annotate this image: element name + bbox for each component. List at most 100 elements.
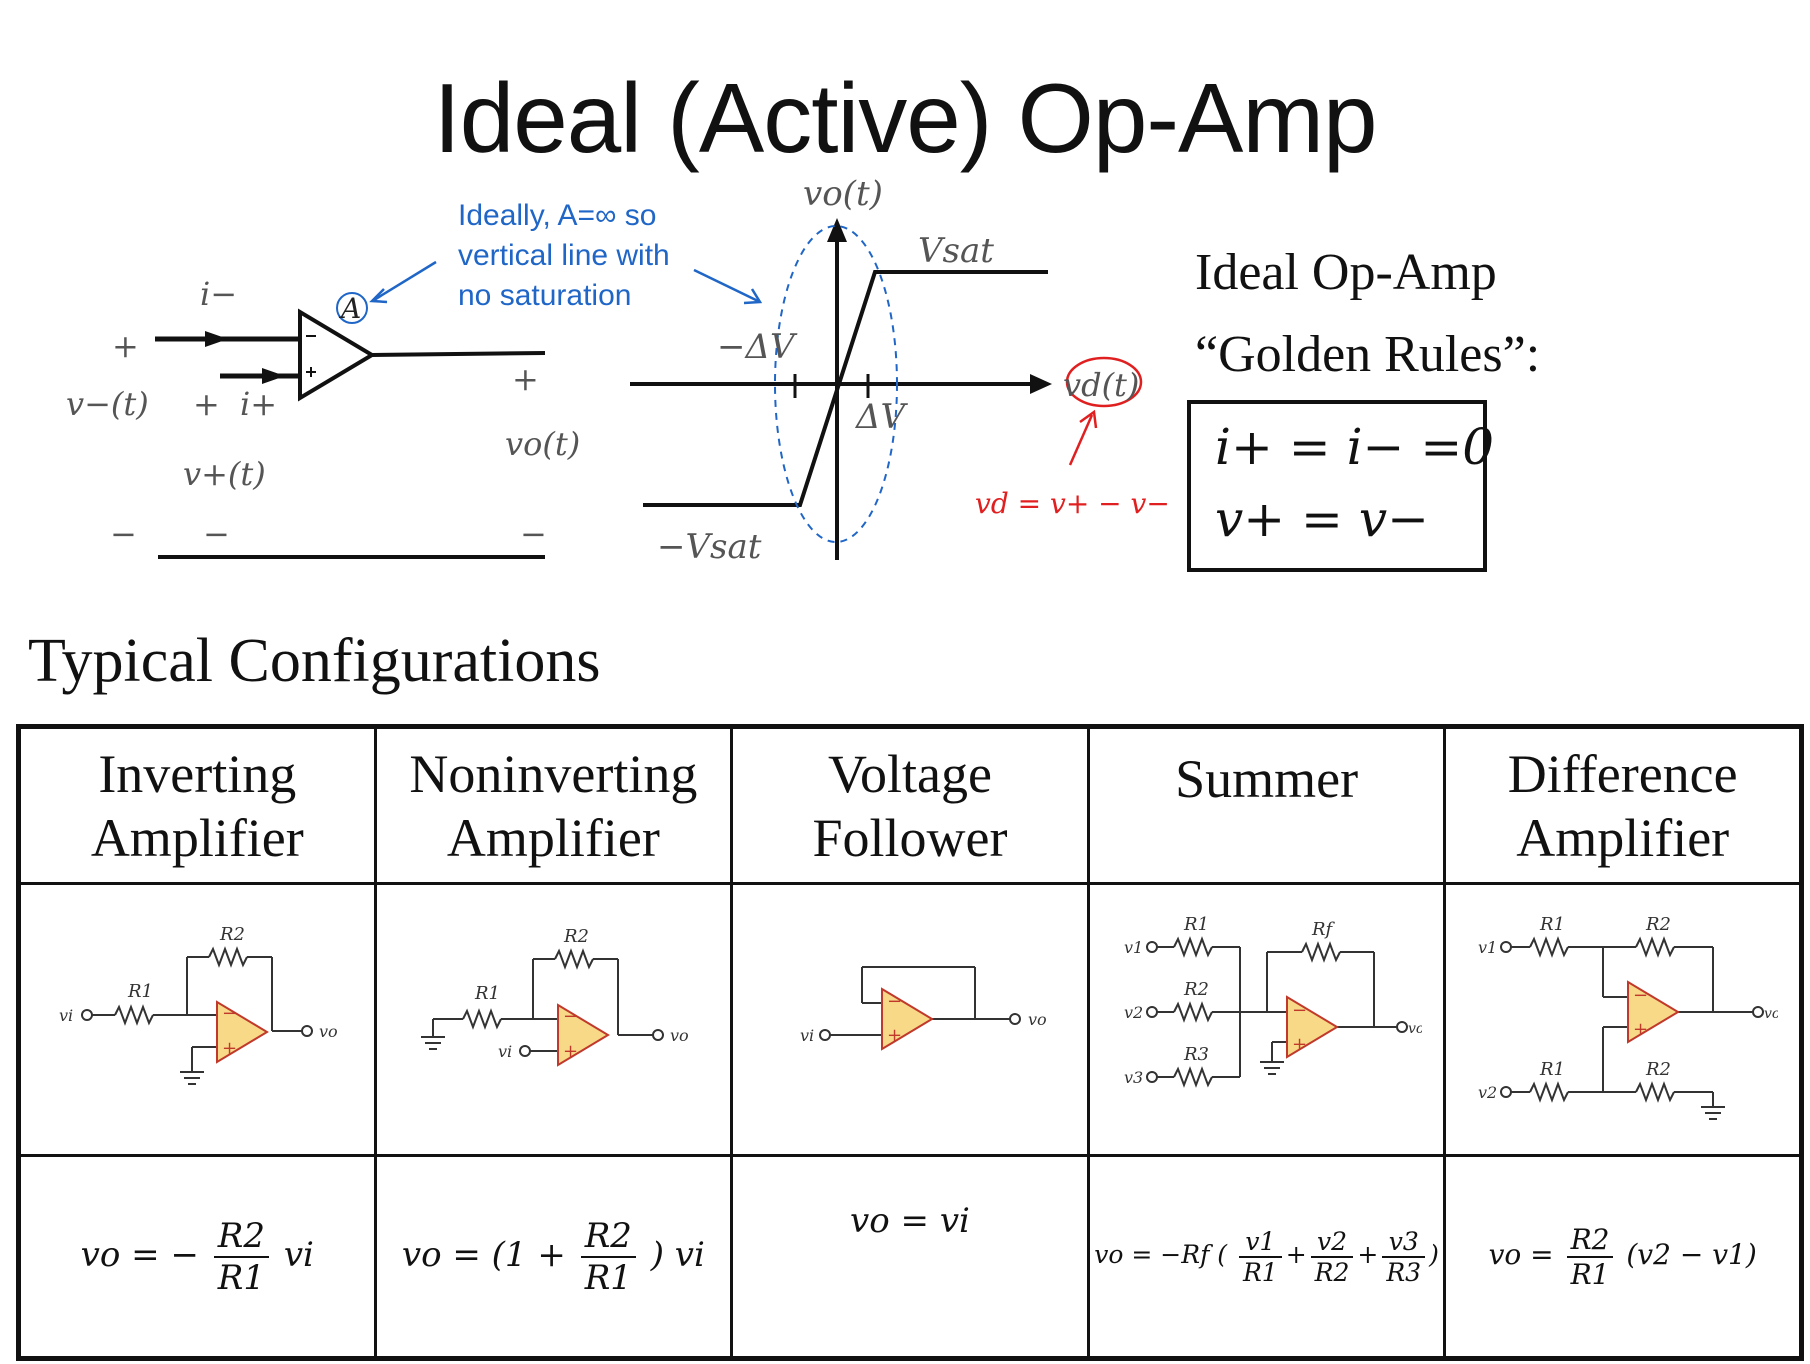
pos-dv-label: ΔV <box>854 397 909 437</box>
opamp-symbol <box>155 292 546 559</box>
r3-label: R3 <box>1183 1044 1209 1065</box>
minus-mid: − <box>203 515 230 553</box>
v2-label: v2 <box>1124 1003 1143 1022</box>
r2-label: R2 <box>219 924 245 945</box>
fraction: v2 R2 <box>1310 1227 1354 1287</box>
golden-rules-title-2: “Golden Rules”: <box>1195 326 1541 383</box>
svg-text:+: + <box>222 1038 237 1059</box>
formula-lhs: vo = <box>1488 1238 1554 1271</box>
vo-label: vo(t) <box>505 425 580 463</box>
table-header-row: Inverting Amplifier Noninverting Amplifier… <box>17 725 1803 885</box>
formula-rhs: ) <box>1429 1240 1439 1269</box>
r1-label: R1 <box>1539 1059 1565 1080</box>
svg-text:−: − <box>887 991 902 1012</box>
formula-summer: vo = −Rf ( v1 R1 + v2 R2 + v3 R3) <box>1086 1154 1447 1360</box>
noninverting-schematic: − + R1 R2 vi vo <box>421 926 689 1067</box>
difference-schematic: − + R1 R2 R1 R2 v1 v2 vo <box>1478 914 1780 1120</box>
fraction-numerator: v3 <box>1382 1227 1426 1258</box>
follower-schematic: − + vi vo <box>800 966 1047 1051</box>
config-name: Voltage <box>827 743 992 804</box>
v2-label: v2 <box>1478 1083 1497 1102</box>
fraction-denominator: R1 <box>1242 1257 1278 1287</box>
fraction-numerator: R2 <box>580 1216 636 1258</box>
vi-label: vi <box>59 1006 73 1025</box>
formula: vo = (1 + R2 R1 ) vi <box>402 1216 705 1298</box>
config-header: Inverting Amplifier <box>17 725 377 885</box>
fraction-numerator: v1 <box>1238 1227 1282 1258</box>
fraction-numerator: R2 <box>1566 1223 1614 1258</box>
minus-out: − <box>520 515 547 553</box>
transfer-x-label: vd(t) <box>1063 366 1139 404</box>
config-header: Summer <box>1086 725 1447 885</box>
vo-label: vo <box>319 1022 338 1041</box>
svg-text:+: + <box>563 1041 578 1062</box>
gain-annotation-line: Ideally, A=∞ so <box>458 199 657 232</box>
v1-label: v1 <box>1478 938 1497 957</box>
vi-label: vi <box>800 1026 814 1045</box>
golden-rule-voltages: v+ = v− <box>1215 490 1429 548</box>
formula-noninverting: vo = (1 + R2 R1 ) vi <box>373 1154 734 1360</box>
config-name: Amplifier <box>1516 807 1730 868</box>
config-header: Difference Amplifier <box>1443 725 1803 885</box>
plus-out: + <box>512 360 539 398</box>
vo-label: vo <box>1764 1006 1778 1022</box>
fraction-denominator: R2 <box>1314 1257 1350 1287</box>
formula-difference: vo = R2 R1 (v2 − v1) <box>1443 1154 1803 1360</box>
config-header: Noninverting Amplifier <box>373 725 734 885</box>
section-title: Typical Configurations <box>28 627 601 695</box>
fraction-numerator: R2 <box>213 1216 269 1258</box>
minus-left: − <box>110 515 137 553</box>
page-title: Ideal (Active) Op-Amp <box>433 63 1378 173</box>
plus-left: + <box>112 327 139 365</box>
gain-annotation-line: vertical line with <box>458 239 670 272</box>
svg-text:−: − <box>1633 985 1648 1006</box>
formula: vo = vi <box>850 1201 970 1241</box>
gain-note-arrow <box>373 260 437 302</box>
formula-rhs: (v2 − v1) <box>1626 1238 1757 1271</box>
golden-rules-box: i+ = i− =0 v+ = v− <box>1187 400 1494 572</box>
circuit-follower: − + vi vo <box>730 882 1090 1157</box>
fraction: R2 R1 <box>580 1216 636 1298</box>
r2-label: R2 <box>1645 914 1671 935</box>
config-name: Noninverting <box>409 743 698 804</box>
circuit-difference: − + R1 R2 R1 R2 v1 v2 vo <box>1443 882 1803 1157</box>
table-circuit-row: − + R1 R2 vi vo <box>17 882 1803 1157</box>
svg-text:−: − <box>1292 1000 1307 1021</box>
rf-label: Rf <box>1311 919 1336 940</box>
vsat-label: Vsat <box>918 231 994 271</box>
neg-dv-label: −ΔV <box>717 327 798 367</box>
svg-text:+: + <box>887 1025 902 1046</box>
fraction-denominator: R3 <box>1386 1257 1422 1287</box>
neg-vsat-label: −Vsat <box>657 527 762 567</box>
fraction-numerator: v2 <box>1310 1227 1354 1258</box>
golden-rules-title-1: Ideal Op-Amp <box>1195 244 1497 301</box>
vo-label: vo <box>1028 1010 1047 1029</box>
formula-rhs: ) vi <box>650 1234 705 1275</box>
golden-rule-currents: i+ = i− =0 <box>1215 418 1495 476</box>
plus-sign: + <box>1357 1240 1379 1269</box>
gain-annotation: Ideally, A=∞ so vertical line with no sa… <box>458 196 670 316</box>
v-plus-label: v+(t) <box>183 455 266 493</box>
formula-lhs: vo = −Rf ( <box>1094 1240 1228 1269</box>
vo-label: vo <box>1408 1021 1422 1037</box>
config-name: Amplifier <box>446 807 660 868</box>
r2-label: R2 <box>1183 979 1209 1000</box>
vd-definition: vd = v+ − v− <box>975 487 1170 520</box>
plus-sign: + <box>1285 1240 1307 1269</box>
r2-label: R2 <box>563 926 589 947</box>
r1-label: R1 <box>127 981 153 1002</box>
opamp-diagrams: A i− + v−(t) + i+ v+(t) − − + vo(t) − vo… <box>66 174 1170 567</box>
formula-inverting: vo = − R2 R1 vi <box>17 1154 377 1360</box>
fraction-denominator: R1 <box>217 1257 265 1298</box>
formula: vo = R2 R1 (v2 − v1) <box>1488 1223 1757 1291</box>
circuit-summer: − + R1 R2 R3 Rf v1 v2 v3 vo <box>1086 882 1447 1157</box>
v1-label: v1 <box>1124 938 1143 957</box>
config-name: Summer <box>1175 749 1359 809</box>
config-header: Voltage Follower <box>730 725 1090 885</box>
configurations-table: Inverting Amplifier Noninverting Amplifier… <box>16 724 1804 1361</box>
transfer-curve <box>630 218 1143 560</box>
svg-text:+: + <box>1292 1034 1307 1055</box>
vi-label: vi <box>498 1042 512 1061</box>
config-name: Difference <box>1507 743 1738 804</box>
config-name: Amplifier <box>90 807 304 868</box>
